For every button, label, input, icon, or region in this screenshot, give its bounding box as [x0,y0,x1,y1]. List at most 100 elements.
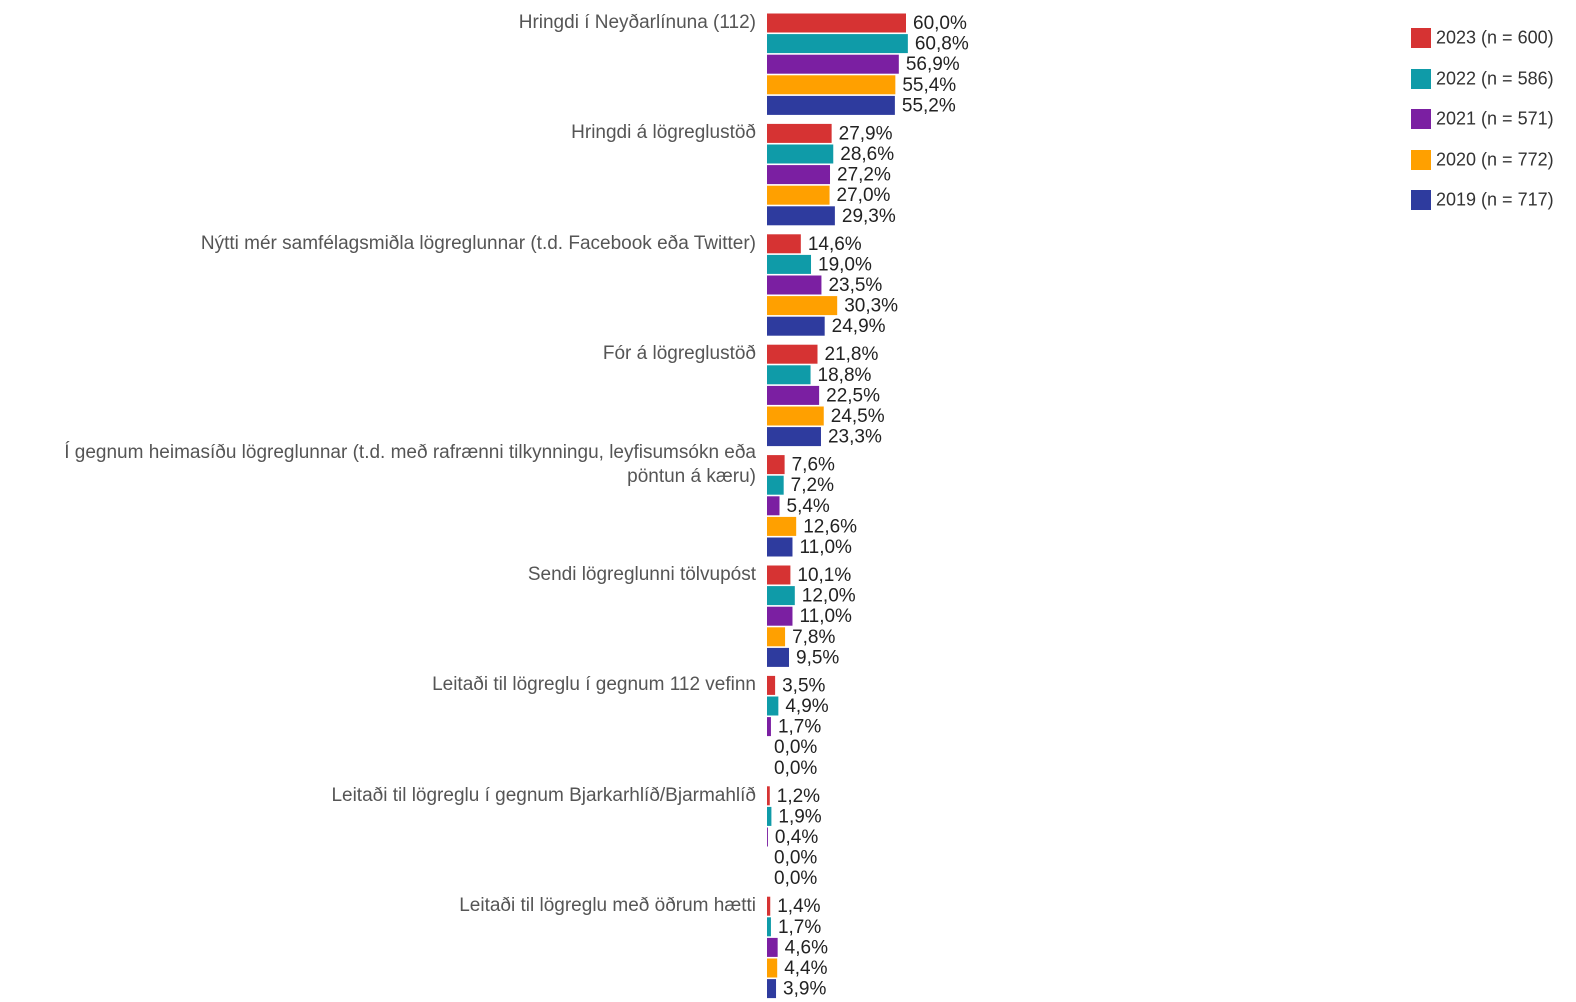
value-label: 0,0% [774,868,817,889]
bar [767,165,831,185]
bar [767,406,824,426]
value-label: 21,8% [825,344,879,365]
category-label: Fór á lögreglustöð [602,343,756,365]
bar [767,896,771,916]
value-label: 3,5% [782,675,825,696]
bar [767,185,830,205]
value-label: 0,0% [774,737,817,758]
legend-swatch [1411,28,1431,48]
bar [767,144,834,164]
value-label: 29,3% [842,206,896,227]
bar [767,717,771,737]
value-label: 27,2% [837,165,891,186]
bar [767,917,771,937]
bar [767,675,776,695]
value-label: 0,4% [775,827,818,848]
bar [767,696,779,716]
bar [767,537,793,557]
value-label: 5,4% [787,496,830,517]
value-label: 4,4% [784,958,827,979]
value-label: 55,2% [902,95,956,116]
value-label: 30,3% [844,296,898,317]
bar [767,647,790,667]
bar [767,34,908,54]
bar [767,123,832,143]
bar [767,958,778,978]
bar [767,427,821,447]
bar [767,234,801,254]
bar [767,254,812,274]
bar [767,365,811,385]
bar [767,385,820,405]
bar [767,296,838,316]
value-label: 23,3% [828,427,882,448]
value-label: 1,4% [777,896,820,917]
bar [767,455,785,475]
value-label: 10,1% [797,565,851,586]
value-label: 27,0% [837,185,891,206]
value-label: 1,7% [778,717,821,738]
value-label: 3,9% [783,979,826,1000]
value-label: 14,6% [808,234,862,255]
legend-label: 2021 (n = 571) [1436,108,1554,129]
bar [767,54,899,74]
value-label: 0,0% [774,758,817,779]
value-label: 28,6% [840,144,894,165]
category-label: Hringdi í Neyðarlínuna (112) [518,12,756,33]
bar [767,496,780,516]
legend-label: 2022 (n = 586) [1436,68,1554,88]
bar [767,344,818,364]
bar [767,565,791,585]
legend-label: 2019 (n = 717) [1436,189,1554,210]
category-label: Sendi lögreglunni tölvupóst [527,564,756,585]
bar [767,75,896,95]
bar [767,95,895,115]
bar [767,206,835,226]
category-label: Leitaði til lögreglu í gegnum 112 vefinn [432,674,756,696]
legend-label: 2023 (n = 600) [1436,27,1554,48]
bar [767,937,778,957]
value-label: 24,9% [832,316,886,337]
bar [767,316,825,336]
value-label: 56,9% [906,54,960,75]
value-label: 1,2% [777,786,820,807]
value-label: 18,8% [818,365,872,386]
category-label: Leitaði til lögreglu með öðrum hætti [459,895,756,917]
value-label: 4,6% [785,937,828,958]
value-label: 1,7% [778,917,821,938]
bar [767,786,770,806]
value-label: 4,9% [785,696,828,717]
value-label: 1,9% [778,806,821,827]
bar [767,606,793,626]
value-label: 23,5% [828,275,882,296]
category-label: Í gegnum heimasíðu lögreglunnar (t.d. me… [64,441,756,487]
bar [767,806,772,826]
bar [767,13,906,33]
category-label: Hringdi á lögreglustöð [571,122,756,144]
value-label: 27,9% [839,123,893,144]
legend-label: 2020 (n = 772) [1436,149,1554,169]
value-label: 12,6% [803,516,857,537]
legend-swatch [1411,190,1431,210]
bar [767,979,777,999]
bar [767,586,795,606]
legend-swatch [1411,68,1431,89]
value-label: 12,0% [802,586,856,607]
category-label: Leitaði til lögreglu í gegnum Bjarkarhlí… [331,784,756,806]
legend-swatch [1411,149,1431,170]
value-label: 24,5% [831,406,885,427]
bar [767,516,797,536]
value-label: 11,0% [799,606,852,627]
value-label: 9,5% [796,647,839,668]
legend-swatch [1411,109,1431,129]
value-label: 7,2% [791,475,834,496]
bar [767,275,822,295]
value-label: 7,8% [792,627,835,648]
value-label: 0,0% [774,848,817,869]
value-label: 19,0% [818,254,872,275]
value-label: 55,4% [902,75,956,96]
value-label: 60,0% [913,13,967,34]
value-label: 11,0% [799,537,852,558]
